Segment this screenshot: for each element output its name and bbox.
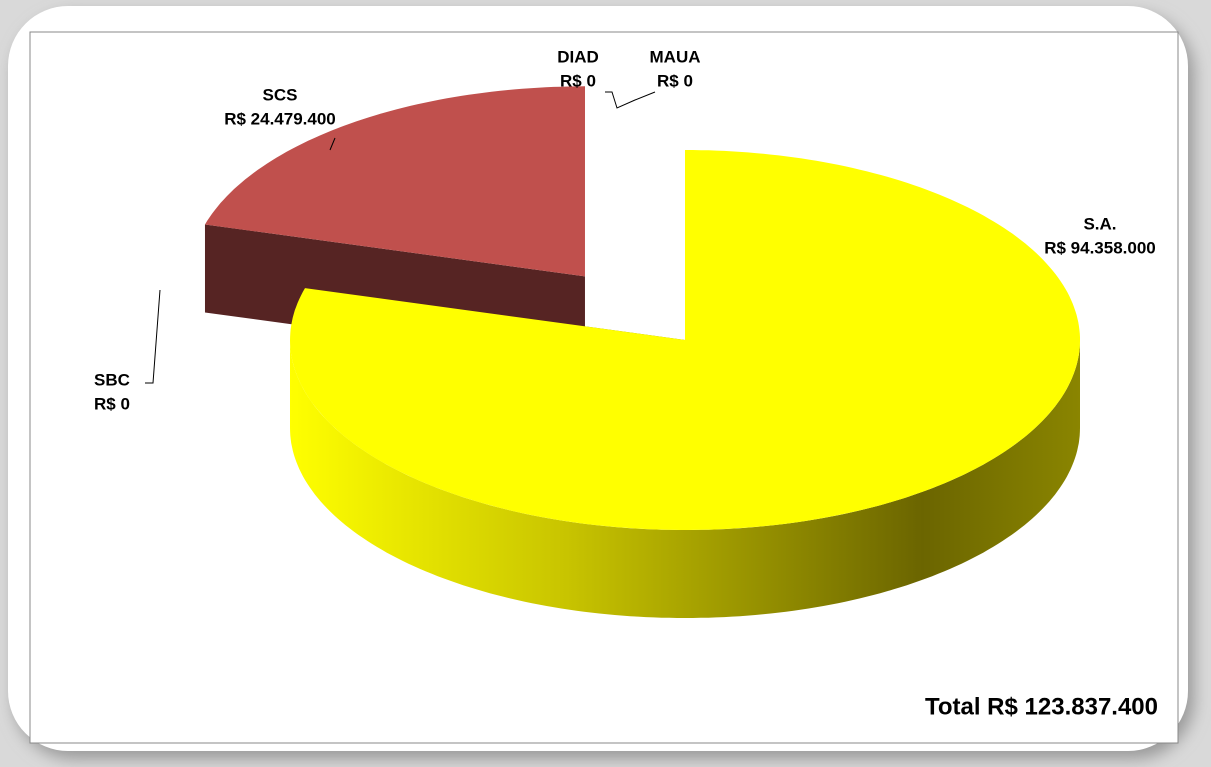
slice-value-label: R$ 0 [94,394,130,413]
slice-label: MAUA [650,47,701,66]
leader-line [329,137,336,151]
slice-label: SCS [263,85,298,104]
slice-wall [290,340,1080,618]
slice-value-label: R$ 0 [657,71,693,90]
slice-value-label: R$ 94.358.000 [1044,238,1156,257]
pie [204,86,1080,618]
leader-line [145,289,161,384]
slice-value-label: R$ 0 [560,71,596,90]
leader-line [605,91,656,109]
slice-label: SBC [94,370,130,389]
slice [205,86,585,277]
total-annotation: Total R$ 123.837.400 [925,693,1158,720]
slice [290,150,1080,530]
slice-value-label: R$ 24.479.400 [224,109,336,128]
slice-label: DIAD [557,47,599,66]
slice-label: S.A. [1083,214,1116,233]
